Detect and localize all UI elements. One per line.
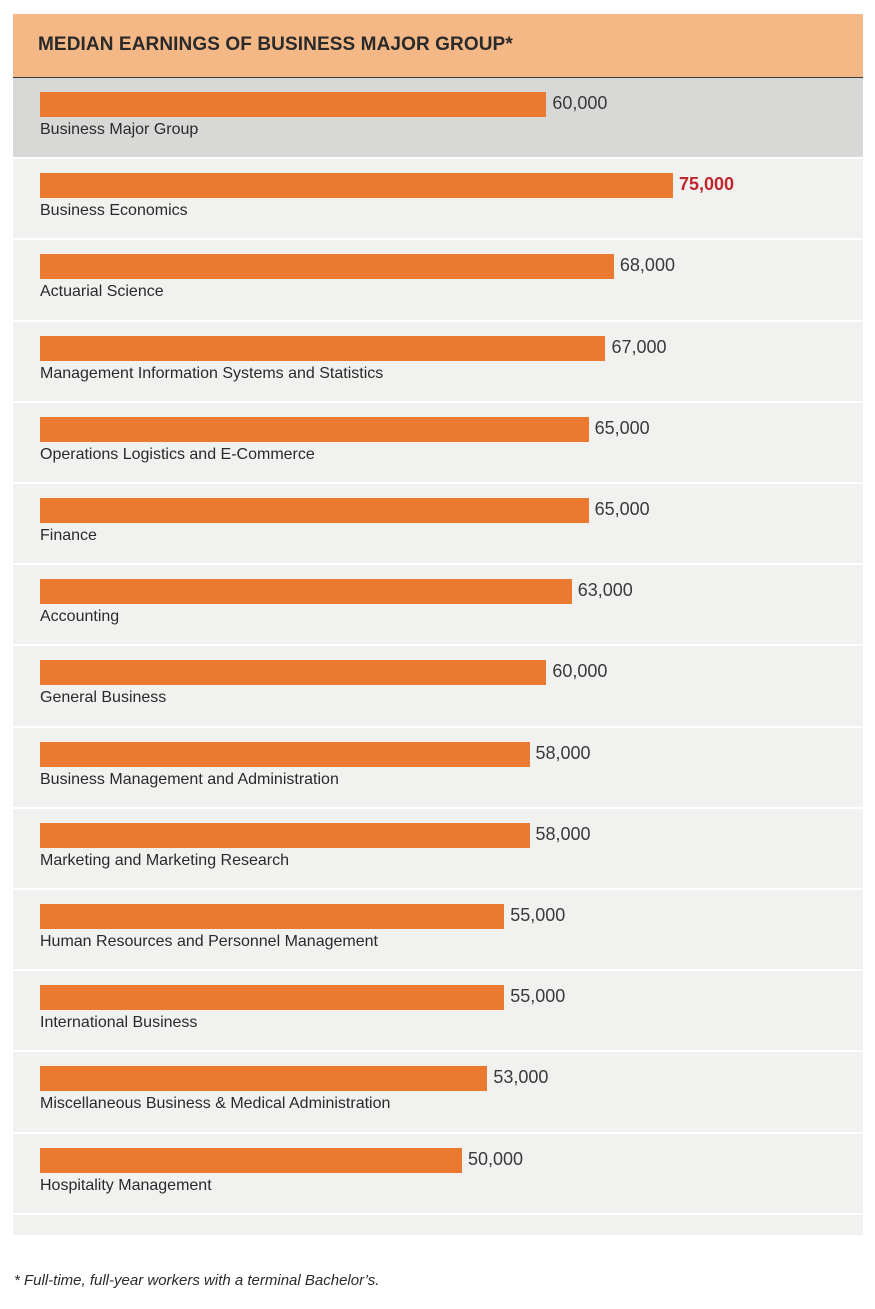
bar-row: 60,000 Business Major Group <box>13 78 863 160</box>
bar <box>40 822 530 848</box>
bar-category-label: Operations Logistics and E-Commerce <box>40 445 315 463</box>
bar <box>40 92 547 117</box>
bar-value-label: 50,000 <box>468 1148 524 1169</box>
bar-row: 67,000 Management Information Systems and… <box>13 322 863 403</box>
chart-header: MEDIAN EARNINGS OF BUSINESS MAJOR GROUP* <box>13 14 863 78</box>
bar-category-label: Actuarial Science <box>40 283 164 301</box>
bar-category-label: Finance <box>40 527 97 544</box>
bar-category-label: International Business <box>40 1014 198 1032</box>
bar-category-label: General Business <box>40 689 167 707</box>
chart-panel: MEDIAN EARNINGS OF BUSINESS MAJOR GROUP*… <box>13 14 863 1235</box>
bar-category-label: Hospitality Management <box>40 1176 212 1194</box>
bar <box>40 985 505 1011</box>
bar-value-label: 53,000 <box>493 1067 549 1088</box>
bar <box>40 904 505 929</box>
bar-row: 53,000 Miscellaneous Business & Medical A… <box>13 1052 863 1134</box>
bar <box>40 741 530 767</box>
bar-value-label: 55,000 <box>510 905 566 925</box>
bar-category-label: Business Economics <box>40 202 188 220</box>
bar-row: 58,000 Marketing and Marketing Research <box>13 809 863 890</box>
bar <box>40 254 614 280</box>
bar-row: 68,000 Actuarial Science <box>13 240 863 322</box>
bar-category-label: Business Management and Administration <box>40 770 339 788</box>
bar-category-label: Marketing and Marketing Research <box>40 851 290 869</box>
bar-value-label: 58,000 <box>535 823 591 844</box>
bar <box>40 660 547 686</box>
bar-row: 55,000 International Business <box>13 971 863 1053</box>
bar-row: 55,000 Human Resources and Personnel Mana… <box>13 890 863 972</box>
bar <box>40 579 572 605</box>
bar <box>40 416 589 442</box>
bar-value-label: 65,000 <box>594 417 650 438</box>
chart-title: MEDIAN EARNINGS OF BUSINESS MAJOR GROUP* <box>38 34 513 55</box>
bar-row: 75,000 Business Economics <box>13 159 863 241</box>
bar <box>40 498 589 523</box>
bar-row: 58,000 Business Management and Administra… <box>13 728 863 809</box>
bar-row: 60,000 General Business <box>13 646 863 728</box>
bar <box>40 1066 488 1092</box>
bar-category-label: Human Resources and Personnel Management <box>40 933 378 950</box>
bar-category-label: Accounting <box>40 608 120 626</box>
bar <box>40 173 673 199</box>
bar-value-label: 60,000 <box>552 93 608 113</box>
footnote: * Full-time, full-year workers with a te… <box>14 1272 380 1289</box>
bar-value-label: 65,000 <box>594 499 650 519</box>
bar-value-label: 55,000 <box>510 986 566 1007</box>
bar <box>40 1147 462 1173</box>
bar-row: 63,000 Accounting <box>13 565 863 647</box>
bar-value-label: 63,000 <box>577 580 633 601</box>
bar-category-label: Miscellaneous Business & Medical Adminis… <box>40 1095 391 1113</box>
bar-value-label: 60,000 <box>552 661 608 682</box>
bar-row: 65,000 Finance <box>13 484 863 566</box>
bar-value-label: 58,000 <box>535 742 591 763</box>
bar-value-label: 75,000 <box>679 174 735 195</box>
bar-category-label: Management Information Systems and Stati… <box>40 364 384 382</box>
bar-row: 65,000 Operations Logistics and E-Commerc… <box>13 403 863 484</box>
bar-category-label: Business Major Group <box>40 121 199 138</box>
bar-value-label: 68,000 <box>619 255 675 276</box>
bar-value-label: 67,000 <box>611 336 667 357</box>
bar <box>40 335 606 361</box>
bar-row: 50,000 Hospitality Management <box>13 1134 863 1215</box>
